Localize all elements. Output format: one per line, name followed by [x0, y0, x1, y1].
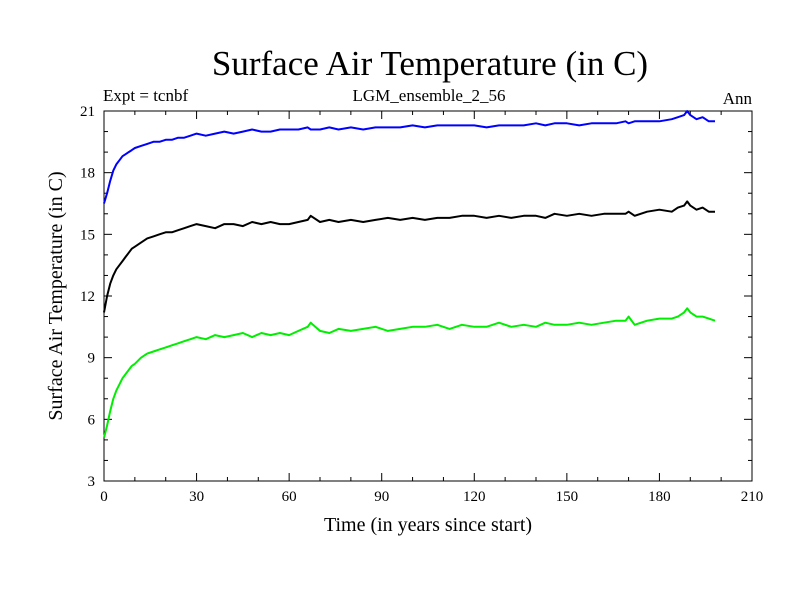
- y-tick-label: 18: [80, 166, 95, 182]
- plot-area: 0 30 60 90 120 150 180 210 3 6 9 12 15 18 21: [80, 104, 763, 505]
- x-tick-label: 90: [374, 489, 389, 505]
- y-tick-label: 6: [88, 412, 96, 428]
- x-axis-label: Time (in years since start): [324, 514, 532, 536]
- y-tick-label: 3: [88, 474, 96, 490]
- x-tick-label: 210: [741, 489, 764, 505]
- y-tick-label: 21: [80, 104, 95, 120]
- chart-title: Surface Air Temperature (in C): [212, 44, 648, 83]
- series-line-black: [103, 200, 715, 313]
- series-line-blue: [103, 110, 715, 204]
- season-label: Ann: [723, 89, 753, 108]
- x-tick-label: 180: [648, 489, 671, 505]
- y-tick-label: 9: [88, 351, 96, 367]
- x-tick-label: 0: [100, 489, 108, 505]
- experiment-label: Expt = tcnbf: [103, 86, 188, 105]
- plot-frame: [103, 110, 753, 482]
- x-tick-label: 120: [463, 489, 486, 505]
- y-tick-label: 15: [80, 227, 95, 243]
- y-tick-label: 12: [80, 289, 95, 305]
- ensemble-label: LGM_ensemble_2_56: [353, 86, 506, 105]
- y-axis-label: Surface Air Temperature (in C): [45, 171, 67, 420]
- x-tick-label: 60: [282, 489, 297, 505]
- x-tick-label: 30: [189, 489, 204, 505]
- series-line-green: [103, 307, 716, 439]
- x-tick-label: 150: [556, 489, 579, 505]
